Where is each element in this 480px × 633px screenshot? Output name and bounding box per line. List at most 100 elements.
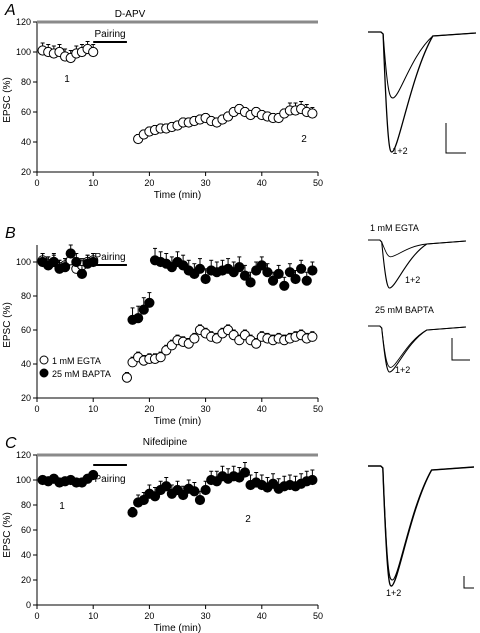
panel-b-point xyxy=(71,256,82,268)
panel-b-legend-marker xyxy=(39,368,49,378)
panel-b-x-tick-label: 20 xyxy=(144,404,154,414)
panel-b-legend-label: 25 mM BAPTA xyxy=(52,369,111,379)
panel-b-point xyxy=(121,372,133,383)
panel-b-x-tick-label: 40 xyxy=(257,404,267,414)
panel-b-point xyxy=(65,248,76,259)
panel-c-point xyxy=(149,491,161,502)
panel-c-trace-label: 1+2 xyxy=(386,588,401,598)
panel-b-y-tick-label: 60 xyxy=(21,325,31,335)
panel-b-x-tick-label: 0 xyxy=(34,404,39,414)
panel-b-point xyxy=(301,275,312,286)
panel-b-y-tick-label: 100 xyxy=(16,257,31,267)
panel-b-point xyxy=(279,280,290,291)
panel-c-point xyxy=(239,467,251,478)
panel-a-y-axis-label: EPSC (%) xyxy=(2,77,13,123)
panel-c-scale-bar xyxy=(463,576,474,589)
panel-b-label: B xyxy=(5,225,16,242)
panel-b-point xyxy=(133,313,144,324)
panel-c-point xyxy=(307,474,318,486)
panel-a-label: A xyxy=(4,2,16,19)
panel-c-annotation-2: 2 xyxy=(245,514,251,525)
panel-c-y-tick-label: 20 xyxy=(21,575,31,585)
panel-c-condition-label: Nifedipine xyxy=(143,437,188,448)
panel-c-x-tick-label: 50 xyxy=(313,611,323,621)
panel-b-point xyxy=(76,268,88,279)
panel-b-point xyxy=(138,304,149,315)
panel-b-x-tick-label: 10 xyxy=(88,404,98,414)
panel-a-pairing-label: Pairing xyxy=(94,29,125,40)
panel-b-y-tick-label: 20 xyxy=(21,393,31,403)
panel-a-x-tick-label: 40 xyxy=(257,178,267,188)
panel-c-y-tick-label: 120 xyxy=(16,450,31,460)
panel-b-point xyxy=(245,277,256,288)
panel-c-label: C xyxy=(5,435,17,452)
panel-a-x-tick-label: 10 xyxy=(88,178,98,188)
panel-c-point xyxy=(138,494,149,506)
panel-b-x-axis-label: Time (min) xyxy=(154,416,201,427)
panel-b-point xyxy=(296,263,307,274)
panel-b-trace-title-egta: 1 mM EGTA xyxy=(370,223,419,233)
panel-b-point xyxy=(144,297,155,308)
panel-c-point xyxy=(178,489,189,501)
panel-b-scale-bar xyxy=(451,338,470,361)
panel-c-x-tick-label: 40 xyxy=(257,611,267,621)
panel-c-pairing-label: Pairing xyxy=(94,474,125,485)
panel-a-annotation-2: 2 xyxy=(301,134,307,145)
panel-b-point xyxy=(262,267,273,278)
panel-b-trace-title-bapta: 25 mM BAPTA xyxy=(375,305,434,315)
panel-b-point xyxy=(284,267,295,278)
panel-b-point xyxy=(48,256,59,268)
panel-a-trace-2 xyxy=(368,31,477,99)
panel-b-point xyxy=(88,256,99,268)
panel-a-x-axis-label: Time (min) xyxy=(154,190,201,201)
panel-c-y-tick-label: 80 xyxy=(21,500,31,510)
panel-c-trace-2 xyxy=(368,465,475,581)
panel-b-x-tick-label: 30 xyxy=(201,404,211,414)
panel-a-y-tick-label: 80 xyxy=(21,77,31,87)
panel-b-point xyxy=(307,331,318,342)
panel-a-y-tick-label: 40 xyxy=(21,137,31,147)
panel-a-trace-1 xyxy=(368,31,477,153)
panel-b-point xyxy=(234,262,245,273)
panel-b-point xyxy=(290,273,301,285)
panel-b-bapta-trace-2 xyxy=(368,325,467,368)
panel-a-x-tick-label: 20 xyxy=(144,178,154,188)
panel-a-y-tick-label: 60 xyxy=(21,107,31,117)
panel-a-point xyxy=(307,108,318,119)
panel-a-x-tick-label: 50 xyxy=(313,178,323,188)
panel-b-point xyxy=(239,270,251,281)
panel-b-egta-trace-2 xyxy=(368,239,467,258)
panel-a-y-tick-label: 100 xyxy=(16,47,31,57)
panel-b-x-tick-label: 50 xyxy=(313,404,323,414)
panel-c-x-tick-label: 0 xyxy=(34,611,39,621)
panel-b-point xyxy=(200,273,211,285)
panel-b-point xyxy=(256,260,267,271)
panel-a-y-tick-label: 120 xyxy=(16,17,31,27)
panel-c-x-tick-label: 10 xyxy=(88,611,98,621)
panel-b-point xyxy=(155,352,166,363)
panel-a-trace-label: 1+2 xyxy=(392,146,407,156)
panel-b-y-tick-label: 80 xyxy=(21,291,31,301)
panel-b-point xyxy=(60,262,71,273)
panel-b-trace-label-bapta: 1+2 xyxy=(395,365,410,375)
panel-a-x-tick-label: 30 xyxy=(201,178,211,188)
panel-c-point xyxy=(189,486,200,497)
panel-a-x-tick-label: 0 xyxy=(34,178,39,188)
panel-c-y-axis-label: EPSC (%) xyxy=(2,512,13,558)
panel-c-y-tick-label: 0 xyxy=(26,600,31,610)
panel-c-y-tick-label: 40 xyxy=(21,550,31,560)
panel-b-point xyxy=(307,265,318,276)
panel-c-x-tick-label: 30 xyxy=(201,611,211,621)
panel-b-legend-marker xyxy=(39,355,49,365)
panel-b-y-tick-label: 40 xyxy=(21,359,31,369)
panel-a-point xyxy=(88,46,99,58)
panel-c-y-tick-label: 100 xyxy=(16,475,31,485)
panel-c-point xyxy=(200,484,211,496)
panel-a-annotation-1: 1 xyxy=(64,74,70,85)
panel-c-annotation-1: 1 xyxy=(59,501,65,512)
panel-a-condition-label: D-APV xyxy=(115,9,146,20)
panel-b-point xyxy=(267,275,279,286)
panel-c-point xyxy=(127,507,138,518)
panel-b-point xyxy=(194,263,206,274)
